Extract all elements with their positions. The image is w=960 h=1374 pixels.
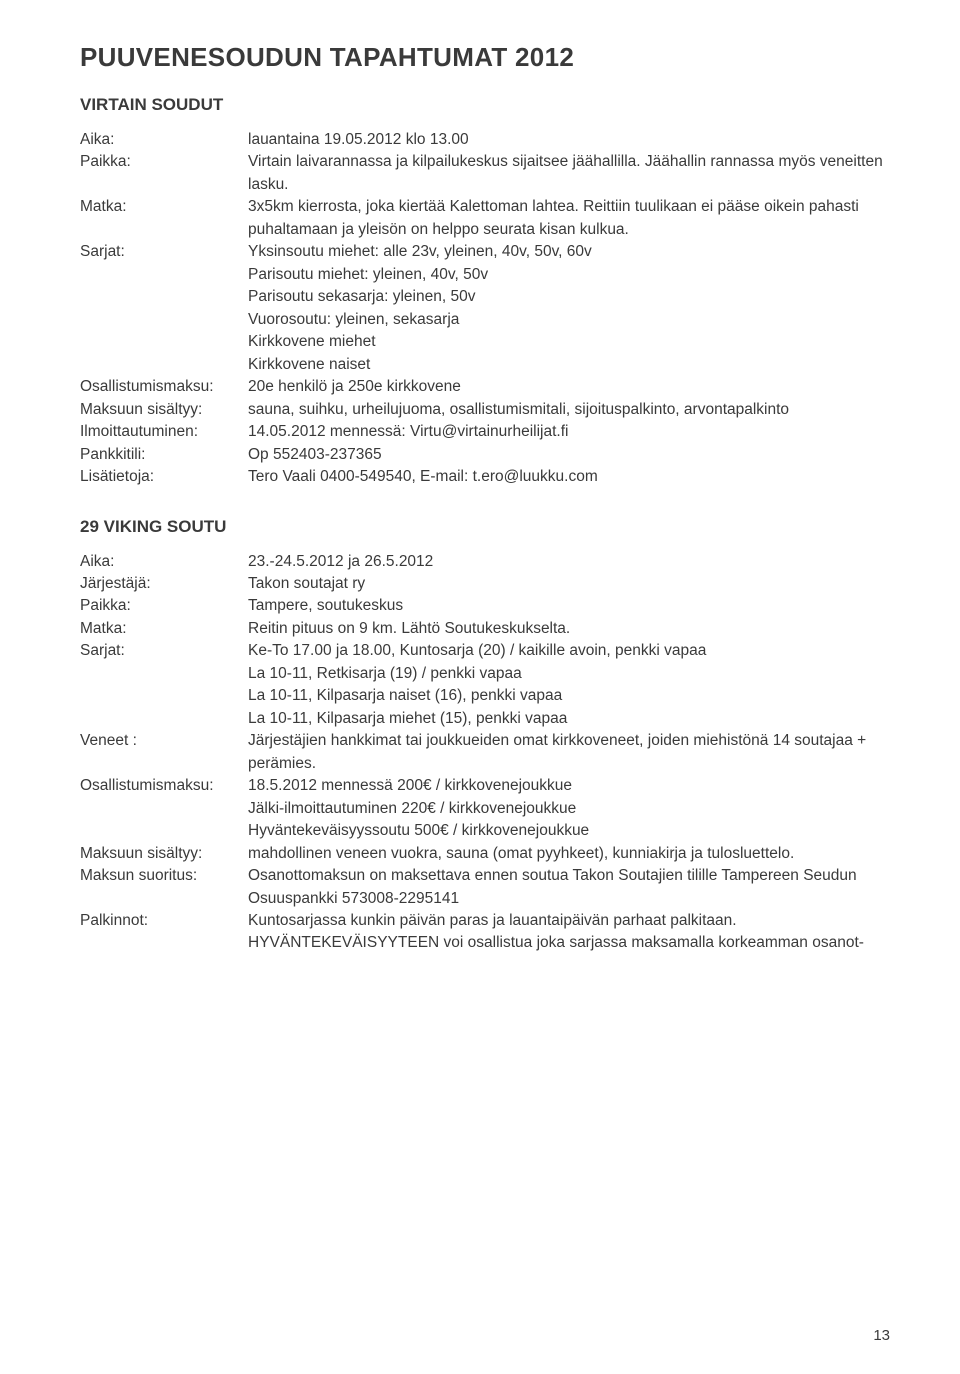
row-value-line: Vuorosoutu: yleinen, sekasarja bbox=[248, 309, 890, 331]
event-row: Pankkitili:Op 552403-237365 bbox=[80, 444, 890, 466]
row-value-line: 20e henkilö ja 250e kirkkovene bbox=[248, 376, 890, 398]
event-row: Lisätietoja:Tero Vaali 0400-549540, E-ma… bbox=[80, 466, 890, 488]
row-value: 23.-24.5.2012 ja 26.5.2012 bbox=[248, 551, 890, 573]
row-value-line: La 10-11, Retkisarja (19) / penkki vapaa bbox=[248, 663, 890, 685]
row-label: Veneet : bbox=[80, 730, 248, 775]
event-row: Matka:Reitin pituus on 9 km. Lähtö Soutu… bbox=[80, 618, 890, 640]
row-value-line: Ke-To 17.00 ja 18.00, Kuntosarja (20) / … bbox=[248, 640, 890, 662]
row-value-line: Kirkkovene miehet bbox=[248, 331, 890, 353]
row-value-line: Op 552403-237365 bbox=[248, 444, 890, 466]
row-label: Matka: bbox=[80, 196, 248, 241]
row-label: Paikka: bbox=[80, 151, 248, 196]
row-label: Ilmoittautuminen: bbox=[80, 421, 248, 443]
row-label: Matka: bbox=[80, 618, 248, 640]
row-label: Maksuun sisältyy: bbox=[80, 843, 248, 865]
row-value-line: Parisoutu miehet: yleinen, 40v, 50v bbox=[248, 264, 890, 286]
row-value: Virtain laivarannassa ja kilpailukeskus … bbox=[248, 151, 890, 196]
row-value-line: Tampere, soutukeskus bbox=[248, 595, 890, 617]
row-value-line: Osanottomaksun on maksettava ennen soutu… bbox=[248, 865, 890, 910]
event-row: Sarjat:Ke-To 17.00 ja 18.00, Kuntosarja … bbox=[80, 640, 890, 730]
row-value-line: Reitin pituus on 9 km. Lähtö Soutukeskuk… bbox=[248, 618, 890, 640]
event-row: Veneet :Järjestäjien hankkimat tai joukk… bbox=[80, 730, 890, 775]
row-value-line: Yksinsoutu miehet: alle 23v, yleinen, 40… bbox=[248, 241, 890, 263]
row-value: Järjestäjien hankkimat tai joukkueiden o… bbox=[248, 730, 890, 775]
row-value-line: Jälki-ilmoittautuminen 220€ / kirkkovene… bbox=[248, 798, 890, 820]
row-label: Aika: bbox=[80, 551, 248, 573]
row-value-line: Kirkkovene naiset bbox=[248, 354, 890, 376]
row-value: Tero Vaali 0400-549540, E-mail: t.ero@lu… bbox=[248, 466, 890, 488]
row-value-line: sauna, suihku, urheilujuoma, osallistumi… bbox=[248, 399, 890, 421]
row-value: Reitin pituus on 9 km. Lähtö Soutukeskuk… bbox=[248, 618, 890, 640]
event-row: Järjestäjä:Takon soutajat ry bbox=[80, 573, 890, 595]
row-value: Yksinsoutu miehet: alle 23v, yleinen, 40… bbox=[248, 241, 890, 376]
row-label: Pankkitili: bbox=[80, 444, 248, 466]
row-label: Osallistumismaksu: bbox=[80, 376, 248, 398]
row-label: Paikka: bbox=[80, 595, 248, 617]
event-block: 29 VIKING SOUTU Aika:23.-24.5.2012 ja 26.… bbox=[80, 517, 890, 955]
page-title: PUUVENESOUDUN TAPAHTUMAT 2012 bbox=[80, 42, 890, 73]
row-value-line: Hyväntekeväisyyssoutu 500€ / kirkkovenej… bbox=[248, 820, 890, 842]
row-value-line: 3x5km kierrosta, joka kiertää Kalettoman… bbox=[248, 196, 890, 241]
row-value-line: Virtain laivarannassa ja kilpailukeskus … bbox=[248, 151, 890, 196]
row-value: lauantaina 19.05.2012 klo 13.00 bbox=[248, 129, 890, 151]
page-number: 13 bbox=[873, 1327, 890, 1344]
row-value: 18.5.2012 mennessä 200€ / kirkkovenejouk… bbox=[248, 775, 890, 842]
row-value-line: La 10-11, Kilpasarja miehet (15), penkki… bbox=[248, 708, 890, 730]
row-value-line: 18.5.2012 mennessä 200€ / kirkkovenejouk… bbox=[248, 775, 890, 797]
row-value: Takon soutajat ry bbox=[248, 573, 890, 595]
row-label: Osallistumismaksu: bbox=[80, 775, 248, 842]
row-value: Ke-To 17.00 ja 18.00, Kuntosarja (20) / … bbox=[248, 640, 890, 730]
row-value-line: Järjestäjien hankkimat tai joukkueiden o… bbox=[248, 730, 890, 775]
event-row: Osallistumismaksu:18.5.2012 mennessä 200… bbox=[80, 775, 890, 842]
event-row: Maksun suoritus:Osanottomaksun on makset… bbox=[80, 865, 890, 910]
row-label: Maksun suoritus: bbox=[80, 865, 248, 910]
row-value-line: 14.05.2012 mennessä: Virtu@virtainurheil… bbox=[248, 421, 890, 443]
event-row: Ilmoittautuminen:14.05.2012 mennessä: Vi… bbox=[80, 421, 890, 443]
row-value-line: Kuntosarjassa kunkin päivän paras ja lau… bbox=[248, 910, 890, 932]
row-value-line: lauantaina 19.05.2012 klo 13.00 bbox=[248, 129, 890, 151]
row-value: sauna, suihku, urheilujuoma, osallistumi… bbox=[248, 399, 890, 421]
event-row: Aika:23.-24.5.2012 ja 26.5.2012 bbox=[80, 551, 890, 573]
row-value: Osanottomaksun on maksettava ennen soutu… bbox=[248, 865, 890, 910]
row-label: Sarjat: bbox=[80, 640, 248, 730]
event-row: Maksuun sisältyy:sauna, suihku, urheiluj… bbox=[80, 399, 890, 421]
events-container: VIRTAIN SOUDUTAika:lauantaina 19.05.2012… bbox=[80, 95, 890, 955]
row-value-line: Takon soutajat ry bbox=[248, 573, 890, 595]
row-value: Kuntosarjassa kunkin päivän paras ja lau… bbox=[248, 910, 890, 955]
row-label: Lisätietoja: bbox=[80, 466, 248, 488]
row-label: Aika: bbox=[80, 129, 248, 151]
event-block: VIRTAIN SOUDUT Aika:lauantaina 19.05.2012… bbox=[80, 95, 890, 489]
row-label: Palkinnot: bbox=[80, 910, 248, 955]
row-label: Sarjat: bbox=[80, 241, 248, 376]
event-row: Paikka:Tampere, soutukeskus bbox=[80, 595, 890, 617]
row-label: Järjestäjä: bbox=[80, 573, 248, 595]
row-value-line: 23.-24.5.2012 ja 26.5.2012 bbox=[248, 551, 890, 573]
event-heading: 29 VIKING SOUTU bbox=[80, 517, 890, 537]
row-value: Op 552403-237365 bbox=[248, 444, 890, 466]
event-heading: VIRTAIN SOUDUT bbox=[80, 95, 890, 115]
event-row: Palkinnot:Kuntosarjassa kunkin päivän pa… bbox=[80, 910, 890, 955]
row-value-line: Tero Vaali 0400-549540, E-mail: t.ero@lu… bbox=[248, 466, 890, 488]
event-row: Paikka:Virtain laivarannassa ja kilpailu… bbox=[80, 151, 890, 196]
row-value-line: mahdollinen veneen vuokra, sauna (omat p… bbox=[248, 843, 890, 865]
event-row: Sarjat:Yksinsoutu miehet: alle 23v, ylei… bbox=[80, 241, 890, 376]
event-row: Osallistumismaksu:20e henkilö ja 250e ki… bbox=[80, 376, 890, 398]
event-row: Matka:3x5km kierrosta, joka kiertää Kale… bbox=[80, 196, 890, 241]
row-value: 3x5km kierrosta, joka kiertää Kalettoman… bbox=[248, 196, 890, 241]
row-value-line: La 10-11, Kilpasarja naiset (16), penkki… bbox=[248, 685, 890, 707]
row-value: Tampere, soutukeskus bbox=[248, 595, 890, 617]
row-value: mahdollinen veneen vuokra, sauna (omat p… bbox=[248, 843, 890, 865]
event-row: Aika:lauantaina 19.05.2012 klo 13.00 bbox=[80, 129, 890, 151]
row-value-line: Parisoutu sekasarja: yleinen, 50v bbox=[248, 286, 890, 308]
event-row: Maksuun sisältyy:mahdollinen veneen vuok… bbox=[80, 843, 890, 865]
row-value: 14.05.2012 mennessä: Virtu@virtainurheil… bbox=[248, 421, 890, 443]
row-label: Maksuun sisältyy: bbox=[80, 399, 248, 421]
row-value: 20e henkilö ja 250e kirkkovene bbox=[248, 376, 890, 398]
row-value-line: HYVÄNTEKEVÄISYYTEEN voi osallistua joka … bbox=[248, 932, 890, 954]
